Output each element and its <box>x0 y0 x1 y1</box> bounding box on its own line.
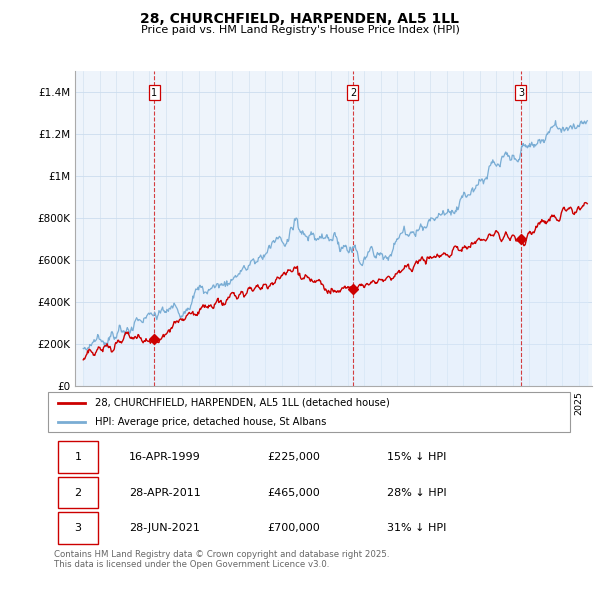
Text: 1: 1 <box>74 452 82 462</box>
Text: 28-APR-2011: 28-APR-2011 <box>129 487 200 497</box>
Text: 15% ↓ HPI: 15% ↓ HPI <box>388 452 446 462</box>
Text: 2: 2 <box>74 487 82 497</box>
Text: 28-JUN-2021: 28-JUN-2021 <box>129 523 200 533</box>
Text: 28% ↓ HPI: 28% ↓ HPI <box>388 487 447 497</box>
Text: 28, CHURCHFIELD, HARPENDEN, AL5 1LL: 28, CHURCHFIELD, HARPENDEN, AL5 1LL <box>140 12 460 26</box>
Text: Price paid vs. HM Land Registry's House Price Index (HPI): Price paid vs. HM Land Registry's House … <box>140 25 460 35</box>
Text: 3: 3 <box>74 523 82 533</box>
Text: 31% ↓ HPI: 31% ↓ HPI <box>388 523 446 533</box>
Text: 3: 3 <box>518 88 524 97</box>
Text: 1: 1 <box>151 88 157 97</box>
Text: 28, CHURCHFIELD, HARPENDEN, AL5 1LL (detached house): 28, CHURCHFIELD, HARPENDEN, AL5 1LL (det… <box>95 398 390 408</box>
Text: £465,000: £465,000 <box>267 487 320 497</box>
Text: £225,000: £225,000 <box>267 452 320 462</box>
Text: £700,000: £700,000 <box>267 523 320 533</box>
Text: 2: 2 <box>350 88 356 97</box>
Text: HPI: Average price, detached house, St Albans: HPI: Average price, detached house, St A… <box>95 417 326 427</box>
Bar <box>58 441 98 473</box>
Text: Contains HM Land Registry data © Crown copyright and database right 2025.
This d: Contains HM Land Registry data © Crown c… <box>54 550 389 569</box>
Text: 16-APR-1999: 16-APR-1999 <box>129 452 200 462</box>
Bar <box>58 477 98 508</box>
Bar <box>58 513 98 543</box>
